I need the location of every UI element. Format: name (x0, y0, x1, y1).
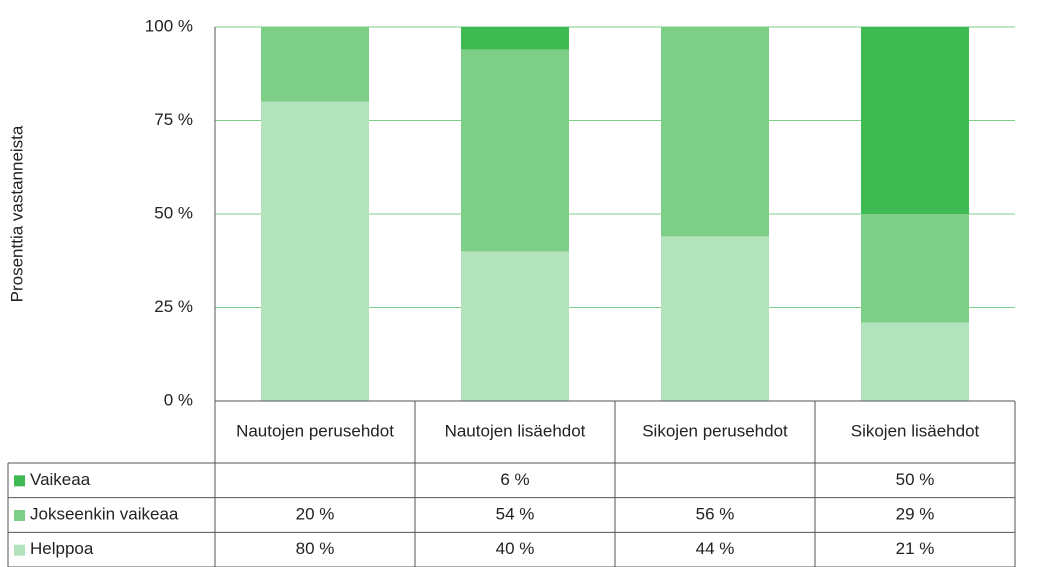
legend-label: Vaikeaa (30, 470, 91, 489)
legend-label: Helppoa (30, 539, 94, 558)
value-label: 20 % (296, 504, 335, 523)
value-label: 21 % (896, 539, 935, 558)
y-axis-label: Prosenttia vastanneista (7, 125, 26, 302)
value-label: 56 % (696, 504, 735, 523)
bar-segment (461, 49, 569, 252)
bar-segment (861, 322, 969, 401)
value-label: 40 % (496, 539, 535, 558)
y-tick-label: 100 % (145, 16, 193, 35)
value-label: 50 % (896, 470, 935, 489)
bar-segment (461, 251, 569, 401)
y-tick-label: 50 % (154, 203, 193, 222)
bar-segment (661, 236, 769, 401)
category-label: Sikojen lisäehdot (851, 421, 980, 440)
value-label: 54 % (496, 504, 535, 523)
value-label: 80 % (296, 539, 335, 558)
bar-segment (861, 214, 969, 323)
value-label: 6 % (500, 470, 529, 489)
value-label: 29 % (896, 504, 935, 523)
bar-segment (661, 27, 769, 237)
legend-swatch (14, 510, 25, 521)
category-label: Sikojen perusehdot (642, 421, 788, 440)
category-label: Nautojen lisäehdot (445, 421, 586, 440)
bar-segment (861, 27, 969, 214)
legend-swatch (14, 544, 25, 556)
bar-segment (261, 27, 369, 102)
y-tick-label: 0 % (164, 390, 193, 409)
bar-segment (461, 27, 569, 50)
legend-label: Jokseenkin vaikeaa (30, 504, 179, 523)
bar-segment (261, 101, 369, 402)
legend-swatch (14, 475, 25, 487)
category-label: Nautojen perusehdot (236, 421, 394, 440)
value-label: 44 % (696, 539, 735, 558)
y-tick-label: 25 % (154, 297, 193, 316)
y-tick-label: 75 % (154, 110, 193, 129)
